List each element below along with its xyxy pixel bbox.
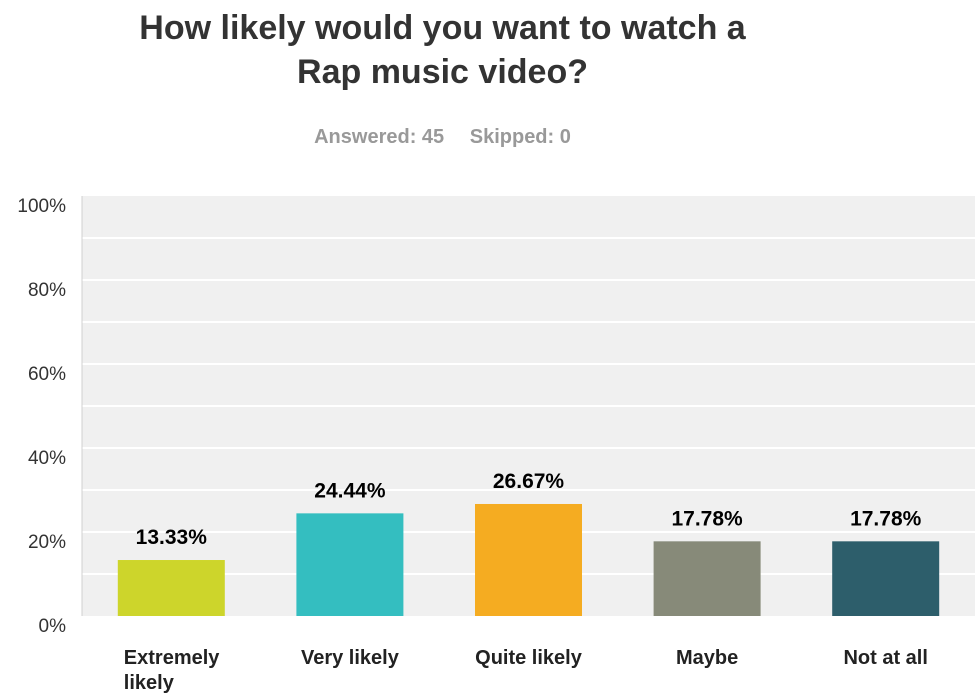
bars [117,503,940,616]
bar [832,541,940,616]
skipped-count: Skipped: 0 [469,126,571,148]
y-tick-label: 0% [39,616,67,637]
chart-title: How likely would you want to watch a Rap… [0,6,885,94]
x-axis: Extremely likely Very likely Quite likely Ma… [124,647,928,694]
y-axis: 0% 20% 40% 60% 80% 100% [17,196,83,637]
answered-count: Answered: 45 [314,126,445,148]
data-label: 17.78% [850,507,922,530]
x-tick-label: Not at all [843,647,927,669]
chart-title-line-2: Rap music video? [297,53,588,91]
y-tick-label: 100% [17,196,66,217]
bar [117,560,225,616]
data-label: 24.44% [314,479,386,502]
chart-title-line-1: How likely would you want to watch a [139,9,746,47]
data-label: 13.33% [136,526,208,549]
x-tick-label: Extremely [124,647,220,669]
y-tick-label: 80% [28,280,66,301]
value-labels: 13.33% 24.44% 26.67% 17.78% 17.78% [136,470,922,549]
data-label: 17.78% [671,507,743,530]
bar [653,541,761,616]
y-tick-label: 40% [28,448,66,469]
bar [475,503,582,616]
bar [296,513,404,616]
response-summary: Answered: 45 Skipped: 0 [0,126,885,149]
x-tick-label: Very likely [301,647,400,669]
data-label: 26.67% [493,470,565,493]
x-tick-label: Maybe [676,647,738,669]
x-tick-label: Quite likely [475,647,583,669]
x-tick-label: likely [124,672,175,694]
y-tick-label: 60% [28,364,66,385]
y-tick-label: 20% [28,532,66,553]
